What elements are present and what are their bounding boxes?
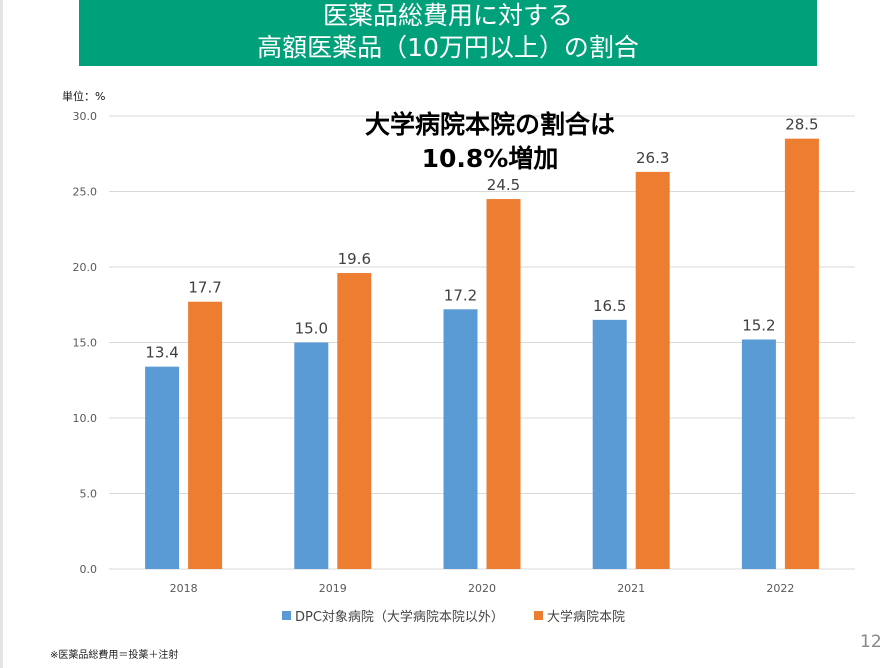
bar-univ-2022 (784, 138, 819, 569)
bar-dpc-2022 (741, 339, 776, 569)
x-tick-label: 2021 (617, 582, 645, 595)
legend-label-univ: 大学病院本院 (546, 610, 625, 625)
legend-item-dpc: DPC対象病院（大学病院本院以外） (282, 606, 504, 625)
bar-univ-2019 (337, 273, 372, 569)
x-tick-label: 2019 (319, 582, 347, 595)
bar-univ-2021 (635, 171, 670, 569)
callout-line-2: 10.8%増加 (421, 144, 559, 173)
y-tick-label: 25.0 (73, 186, 98, 199)
y-tick-label: 5.0 (80, 488, 98, 501)
bars (145, 138, 819, 570)
data-label: 17.7 (188, 279, 221, 297)
data-label: 15.2 (742, 316, 775, 334)
data-label: 28.5 (785, 116, 818, 134)
bar-univ-2020 (486, 199, 521, 570)
y-tick-label: 10.0 (73, 412, 98, 425)
data-label: 15.0 (295, 320, 328, 338)
slide-left-edge (0, 0, 3, 668)
bar-univ-2018 (188, 301, 223, 569)
gridlines (109, 115, 855, 570)
data-label: 13.4 (145, 344, 178, 362)
bar-dpc-2018 (145, 366, 180, 569)
page-number: 12 (860, 632, 882, 652)
unit-label: 単位：% (62, 90, 106, 103)
legend-item-univ: 大学病院本院 (533, 606, 625, 625)
x-tick-label: 2022 (766, 582, 794, 595)
title-line-2: 高額医薬品（10万円以上）の割合 (257, 33, 639, 62)
data-label: 24.5 (487, 176, 520, 194)
bar-dpc-2020 (443, 309, 478, 569)
legend-swatch-univ (533, 611, 543, 620)
chart-legend: DPC対象病院（大学病院本院以外） 大学病院本院 (282, 606, 625, 625)
y-tick-label: 30.0 (73, 110, 98, 123)
legend-label-dpc: DPC対象病院（大学病院本院以外） (295, 610, 504, 625)
bar-dpc-2019 (294, 342, 329, 569)
data-label: 16.5 (593, 297, 626, 315)
footnote: ※医薬品総費用＝投薬＋注射 (50, 650, 179, 661)
y-tick-label: 0.0 (80, 563, 98, 576)
callout-annotation: 大学病院本院の割合は 10.8%増加 (330, 108, 650, 176)
bar-dpc-2021 (592, 319, 627, 569)
x-tick-label: 2020 (468, 582, 496, 595)
slide-title: 医薬品総費用に対する 高額医薬品（10万円以上）の割合 (79, 0, 817, 66)
y-tick-label: 20.0 (73, 261, 98, 274)
y-tick-labels: 0.0 5.0 10.0 15.0 20.0 25.0 30.0 (73, 110, 98, 576)
data-label: 19.6 (338, 250, 371, 268)
data-labels: 13.4 17.7 15.0 19.6 17.2 24.5 16.5 26.3 15.2 28.5 (145, 116, 818, 362)
data-label: 26.3 (636, 149, 669, 167)
legend-swatch-dpc (282, 611, 291, 620)
x-tick-label: 2018 (170, 582, 198, 595)
x-tick-labels: 2018 2019 2020 2021 2022 (170, 582, 795, 595)
callout-line-1: 大学病院本院の割合は (364, 110, 615, 139)
title-line-1: 医薬品総費用に対する (322, 1, 573, 30)
data-label: 17.2 (444, 286, 477, 304)
y-tick-label: 15.0 (73, 337, 98, 350)
